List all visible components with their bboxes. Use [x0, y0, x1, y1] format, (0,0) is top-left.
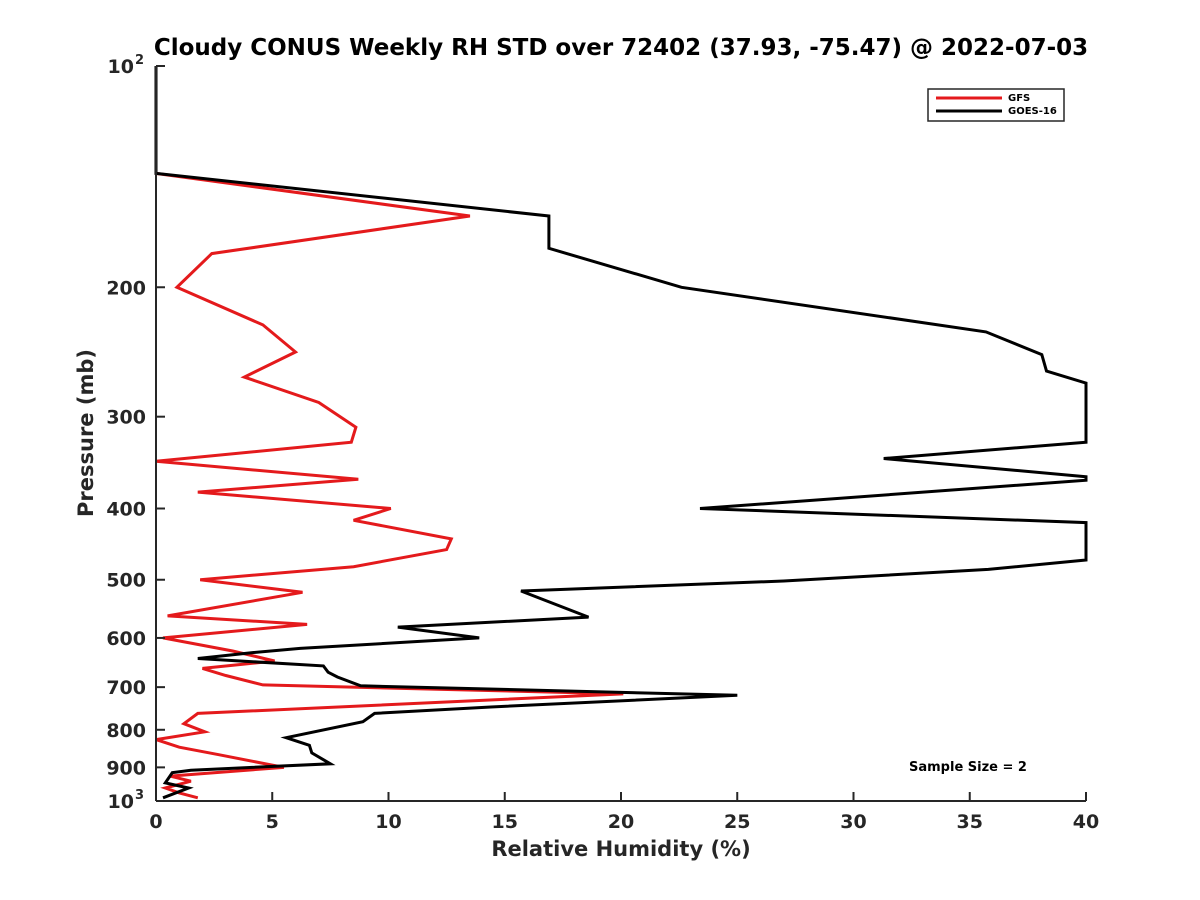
- y-tick-label: 900: [106, 757, 146, 779]
- x-tick-label: 0: [149, 811, 162, 833]
- x-tick-label: 35: [957, 811, 983, 833]
- series-line-gfs: [154, 66, 624, 800]
- legend-box: [927, 88, 1065, 122]
- x-tick-label: 40: [1073, 811, 1099, 833]
- legend: GFS GOES-16: [927, 88, 1065, 122]
- x-tick-label: 15: [492, 811, 518, 833]
- chart-title: Cloudy CONUS Weekly RH STD over 72402 (3…: [154, 35, 1088, 61]
- y-tick-label: 500: [106, 570, 146, 592]
- x-tick-label: 10: [375, 811, 401, 833]
- y-tick-label: 10: [108, 56, 134, 78]
- y-tick-exponent: 3: [135, 788, 144, 803]
- y-tick-label: 200: [106, 277, 146, 299]
- x-tick-label: 5: [266, 811, 279, 833]
- x-axis-label: Relative Humidity (%): [491, 837, 750, 861]
- y-tick-label: 400: [106, 499, 146, 521]
- x-tick-label: 30: [840, 811, 866, 833]
- legend-label-gfs: GFS: [1008, 93, 1030, 104]
- series-line-goes16: [154, 66, 1088, 800]
- x-tick-label: 25: [724, 811, 750, 833]
- y-tick-label: 800: [106, 720, 146, 742]
- y-axis-label: Pressure (mb): [74, 349, 98, 517]
- y-tick-label: 600: [106, 628, 146, 650]
- y-tick-label: 10: [108, 791, 134, 813]
- y-tick-label: 700: [106, 677, 146, 699]
- x-ticks: 0 5 10 15 20 25 30 35 40: [149, 792, 1099, 833]
- legend-label-goes16: GOES-16: [1008, 106, 1057, 117]
- sample-size-annotation: Sample Size = 2: [909, 760, 1027, 775]
- series-layer: [154, 66, 1088, 800]
- y-tick-exponent: 2: [135, 53, 144, 68]
- y-tick-label: 300: [106, 407, 146, 429]
- x-tick-label: 20: [608, 811, 634, 833]
